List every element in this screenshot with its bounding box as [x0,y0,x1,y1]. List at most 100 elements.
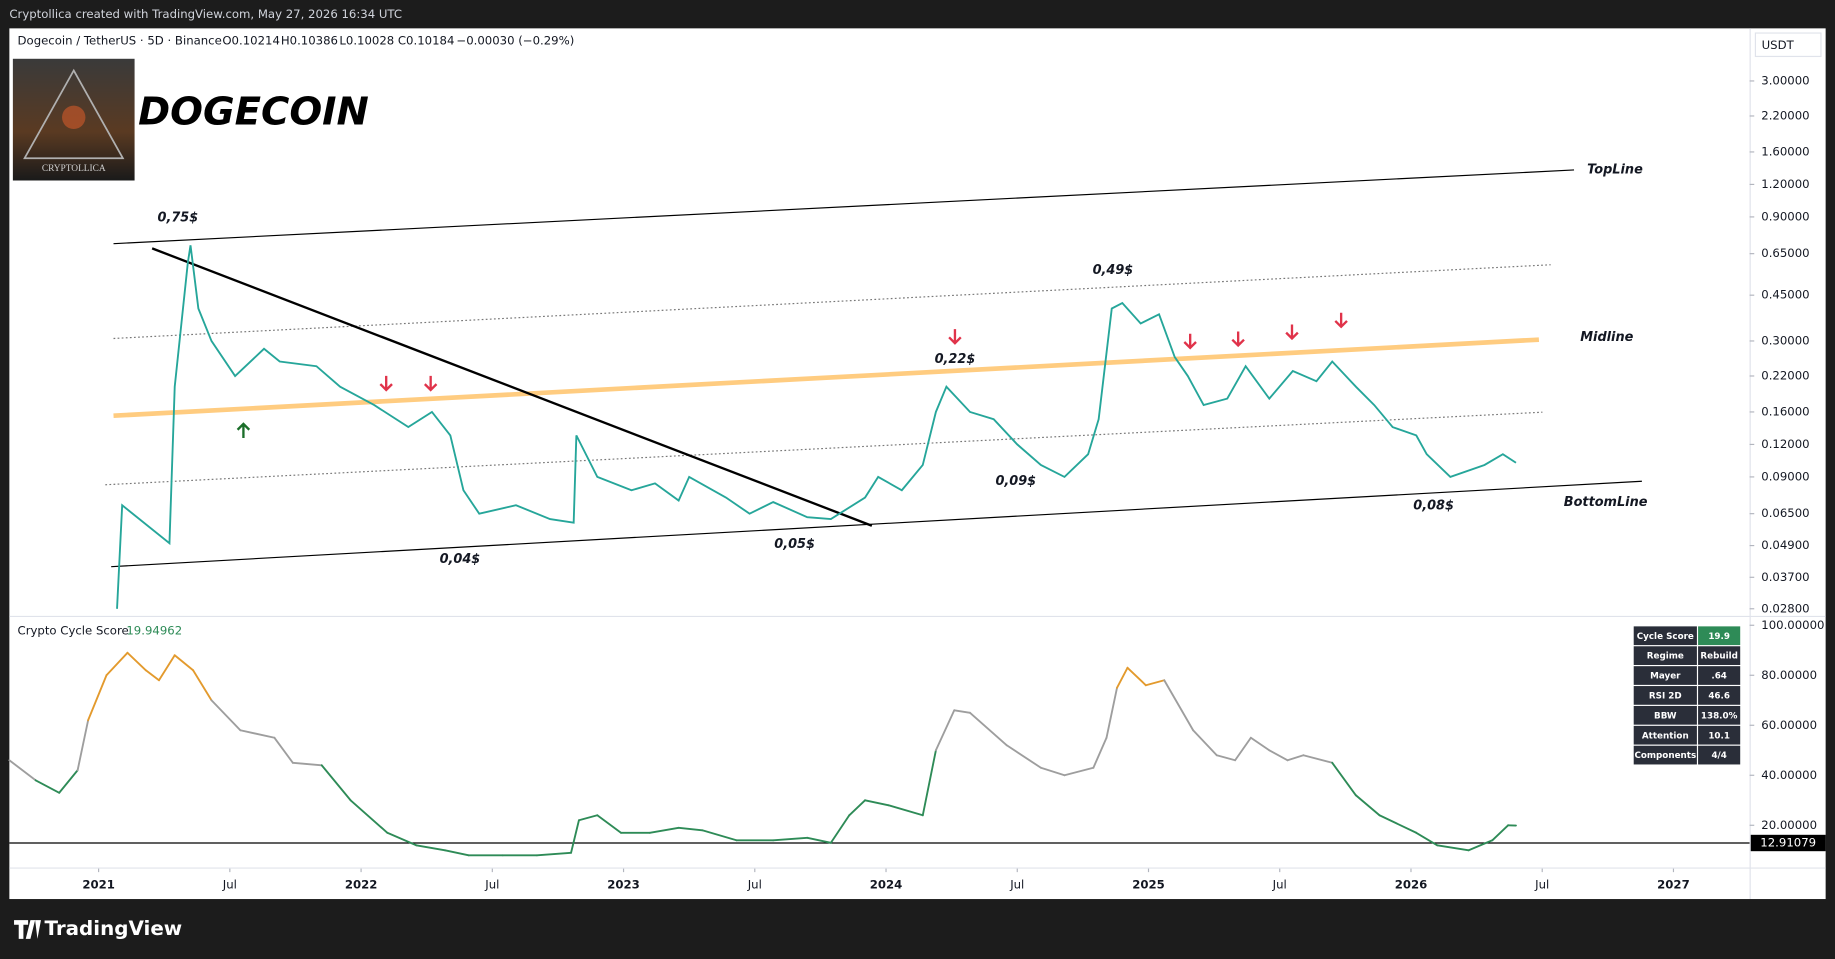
score-line [772,836,809,842]
cycle-pane: 100.00000 80.00000 60.00000 40.00000 20.0000… [8,618,1826,857]
y-tick-label: 0.45000 [1761,288,1809,302]
arrow-down [948,329,962,345]
score-line [444,849,470,857]
score-line [953,709,971,714]
x-tick-label: 2027 [1657,878,1690,892]
ohlc-value: −0.00030 (−0.29%) [456,34,574,48]
y-tick-label: 1.60000 [1761,144,1809,158]
price-line [116,245,1517,609]
annotations: 0,75$ 0,04$ 0,05$ 0,22$ 0,09$ 0,49$ 0,08… [158,162,1648,567]
down-trend-line [151,247,873,527]
level-label-box [1750,834,1826,852]
score-line [1331,761,1357,797]
x-tick-label: 2026 [1395,878,1428,892]
table-cell [1698,666,1741,685]
table-label: BBW [1654,711,1677,721]
score-line [1436,844,1470,852]
y-tick-label: 0.90000 [1761,209,1809,223]
table-cell [1633,686,1697,705]
annotation: 0,22$ [935,352,976,367]
mid-line [113,337,1540,419]
logo-triangle [23,68,125,160]
score-line [76,719,90,772]
score-line [701,829,738,842]
table-value: Rebuild [1700,652,1738,662]
score-line [1126,666,1147,687]
score-line [144,669,160,682]
score-line [415,844,447,852]
table-value: 46.6 [1708,692,1730,702]
x-tick-label: 2025 [1132,878,1165,892]
annotation: 0,08$ [1413,498,1454,513]
score-table: Cycle Score 19.9 Regime Rebuild Mayer .64 RSI … [1633,626,1741,765]
score-line [934,709,956,752]
score-line [386,831,418,847]
score-line [848,799,866,817]
score-line [596,814,622,834]
table-label: Cycle Score [1637,632,1694,642]
indicator-title: Crypto Cycle Score [18,624,129,638]
level-label: 12.91079 [1760,835,1816,849]
arrow-up [236,422,251,438]
y-tick-label: 0.22000 [1761,368,1809,382]
watermark: Cryptollica created with TradingView.com… [9,7,402,21]
score-line [192,669,213,702]
tv-icon [14,920,41,939]
table-value: 4/4 [1711,751,1726,761]
footer-logo: TradingView [14,917,182,940]
x-tick-label: 2021 [82,878,115,892]
score-line [648,826,680,834]
x-tick-label: 2023 [607,878,640,892]
y-tick-label: 3.00000 [1761,73,1809,87]
score-line [1116,666,1129,689]
arrow-down [423,375,438,392]
y-tick-label: 0.04900 [1761,538,1809,552]
x-tick-label: 2024 [870,878,903,892]
arrow-down [1334,312,1348,329]
score-line [1268,749,1289,762]
sell-arrows [379,312,1348,392]
x-tick-label: Jul [747,878,762,892]
logo-text: CRYPTOLLICA [42,164,106,174]
y-tick-label: 20.00000 [1761,818,1817,832]
score-line [1092,736,1108,769]
score-line [126,651,147,672]
score-line [1039,766,1066,777]
currency-box[interactable] [1754,32,1822,58]
score-line [291,761,323,767]
x-tick-label: 2022 [345,878,378,892]
score-line [1063,766,1095,777]
annotation: 0,05$ [774,537,815,552]
y-tick-label: 0.03700 [1761,570,1809,584]
table-cell [1633,745,1697,765]
ohlc-value: L0.10028 [339,34,394,48]
score-line [1192,729,1218,757]
table-cell [1698,646,1741,665]
ohlc-value: C0.10184 [398,34,455,48]
y-tick-label: 0.12000 [1761,437,1809,451]
bottom-line [111,480,1642,568]
score-line [273,736,294,764]
arrow-down [1231,331,1245,348]
score-line [34,779,61,794]
annotation: 0,75$ [158,210,199,225]
score-line [1286,754,1305,762]
logo-fire [62,105,86,130]
big-title: DOGECOIN [138,89,369,134]
score-line [1415,831,1439,847]
top-line [113,169,1575,245]
y-tick-label: 100.00000 [1761,618,1824,632]
line-label: TopLine [1587,162,1643,177]
score-line [239,729,276,739]
arrow-down [1285,324,1299,341]
table-label: Attention [1642,731,1689,741]
y-tick-label: 2.20000 [1761,108,1809,122]
table-cell [1698,686,1741,705]
score-line [1249,736,1271,752]
table-cell [1633,646,1697,665]
currency: USDT [1762,38,1795,52]
line-label: Midline [1580,330,1633,345]
ohlc-value: H0.10386 [281,34,338,48]
arrow-down [379,375,393,392]
